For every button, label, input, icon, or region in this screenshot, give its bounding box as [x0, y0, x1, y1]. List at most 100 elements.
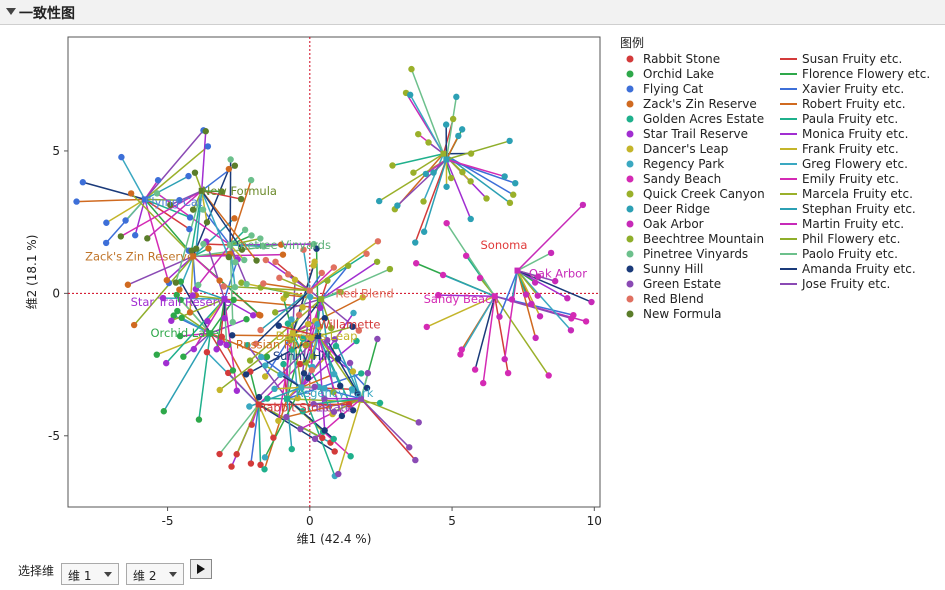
taster-spoke — [180, 332, 211, 337]
taster-spoke — [360, 372, 369, 399]
taster-point — [189, 206, 197, 213]
taster-spoke — [218, 403, 260, 455]
legend-taster-label: Florence Flowery etc. — [802, 67, 930, 81]
taster-point — [264, 395, 271, 402]
x-tick-label: -5 — [162, 514, 174, 528]
taster-point — [283, 291, 290, 299]
taster-point — [415, 130, 422, 138]
x-tick-label: 5 — [448, 514, 456, 528]
taster-point — [406, 444, 413, 451]
taster-spoke — [125, 198, 146, 222]
legend-product-marker — [626, 70, 634, 78]
taster-point — [242, 371, 250, 378]
taster-point — [173, 291, 180, 299]
taster-point — [299, 335, 307, 342]
taster-spoke — [144, 198, 191, 219]
taster-point — [483, 195, 490, 202]
taster-point — [257, 312, 264, 319]
taster-spoke — [200, 190, 208, 223]
taster-point — [127, 190, 135, 197]
taster-spoke — [201, 190, 222, 193]
taster-spoke — [320, 268, 391, 300]
taster-point — [501, 173, 508, 180]
taster-spoke — [392, 153, 444, 167]
taster-spoke — [410, 68, 445, 155]
legend-taster-label: Xavier Fruity etc. — [802, 82, 904, 96]
product-label: Sonoma — [481, 238, 528, 252]
legend-product-marker — [626, 265, 634, 273]
legend-product-marker — [626, 295, 634, 303]
taster-point — [244, 341, 251, 349]
product-label: Flying Cat — [145, 195, 203, 209]
taster-point — [238, 279, 245, 286]
taster-point — [271, 385, 278, 393]
taster-spoke — [438, 294, 495, 297]
taster-spoke — [360, 398, 420, 424]
taster-point — [253, 257, 260, 264]
taster-point — [280, 360, 287, 368]
legend-product-marker — [626, 160, 634, 168]
legend-product-label: Red Blend — [643, 292, 704, 306]
taster-point — [191, 169, 199, 176]
taster-spoke — [516, 204, 584, 272]
taster-spoke — [258, 403, 323, 439]
taster-point — [170, 312, 177, 319]
taster-point — [260, 280, 267, 287]
taster-point — [162, 359, 170, 367]
taster-point — [258, 353, 265, 361]
taster-point — [247, 176, 255, 184]
taster-point — [213, 346, 220, 353]
taster-point — [471, 366, 479, 373]
taster-spoke — [443, 153, 514, 196]
taster-point — [255, 393, 263, 401]
taster-point — [270, 434, 277, 441]
taster-point — [457, 351, 464, 358]
taster-point — [344, 262, 352, 269]
taster-spoke — [320, 261, 378, 300]
taster-point — [230, 296, 237, 304]
taster-spoke — [337, 398, 362, 475]
taster-point — [335, 470, 342, 478]
taster-point — [363, 250, 370, 257]
taster-spoke — [144, 198, 190, 252]
legend-product-label: New Formula — [643, 307, 722, 321]
y-tick-label: 0 — [52, 286, 60, 300]
taster-spoke — [195, 288, 225, 300]
taster-point — [376, 399, 384, 407]
taster-spoke — [326, 339, 362, 400]
taster-point — [330, 264, 338, 271]
taster-spoke — [414, 159, 448, 243]
taster-spoke — [249, 298, 322, 362]
taster-point — [283, 413, 290, 421]
taster-point — [225, 253, 232, 261]
taster-point — [323, 336, 331, 344]
taster-point — [228, 463, 235, 470]
taster-spoke — [193, 253, 283, 258]
taster-spoke — [446, 140, 510, 161]
taster-point — [262, 362, 269, 369]
taster-point — [227, 156, 234, 163]
taster-point — [124, 281, 132, 288]
taster-spoke — [317, 335, 359, 395]
taster-spoke — [280, 374, 302, 389]
taster-point — [205, 245, 212, 252]
taster-point — [172, 279, 180, 286]
taster-point — [288, 316, 295, 323]
taster-point — [277, 371, 284, 378]
taster-spoke — [498, 270, 519, 317]
taster-point — [353, 337, 360, 345]
legend-product-label: Green Estate — [643, 277, 721, 291]
taster-point — [168, 317, 175, 324]
taster-spoke — [517, 269, 568, 299]
taster-point — [412, 456, 419, 464]
taster-point — [319, 434, 326, 442]
taster-point — [373, 258, 381, 265]
dimension-y-select[interactable]: 维 2 — [126, 563, 184, 585]
apply-button[interactable] — [190, 559, 212, 579]
taster-point — [510, 191, 517, 198]
dimension-x-select[interactable]: 维 1 — [61, 563, 119, 585]
product-center-point — [358, 395, 365, 402]
taster-point — [422, 170, 430, 178]
taster-spoke — [144, 198, 180, 201]
collapse-triangle-icon[interactable] — [6, 8, 16, 15]
